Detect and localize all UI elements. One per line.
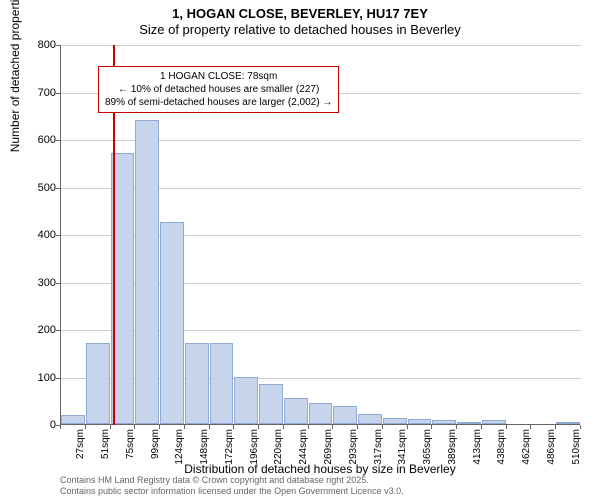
ytick-label: 0 (16, 419, 56, 431)
ytick-mark (56, 140, 60, 141)
ytick-label: 700 (16, 87, 56, 99)
xtick-mark (209, 425, 210, 429)
histogram-bar (160, 222, 184, 424)
xtick-mark (580, 425, 581, 429)
xtick-label: 341sqm (397, 429, 408, 469)
xtick-label: 269sqm (323, 429, 334, 469)
xtick-mark (382, 425, 383, 429)
ytick-mark (56, 188, 60, 189)
gridline (61, 45, 581, 46)
ytick-label: 600 (16, 134, 56, 146)
ytick-mark (56, 45, 60, 46)
xtick-mark (283, 425, 284, 429)
xtick-label: 413sqm (472, 429, 483, 469)
histogram-bar (457, 422, 481, 424)
xtick-mark (85, 425, 86, 429)
ytick-mark (56, 235, 60, 236)
xtick-mark (110, 425, 111, 429)
histogram-bar (234, 377, 258, 425)
xtick-mark (332, 425, 333, 429)
xtick-mark (506, 425, 507, 429)
xtick-mark (555, 425, 556, 429)
xtick-label: 244sqm (298, 429, 309, 469)
xtick-mark (481, 425, 482, 429)
ytick-mark (56, 330, 60, 331)
xtick-label: 75sqm (125, 429, 136, 469)
annotation-line1: 1 HOGAN CLOSE: 78sqm (105, 70, 332, 83)
histogram-bar (309, 403, 333, 424)
chart-subtitle: Size of property relative to detached ho… (0, 22, 600, 37)
xtick-label: 462sqm (521, 429, 532, 469)
histogram-bar (259, 384, 283, 424)
xtick-mark (134, 425, 135, 429)
xtick-label: 172sqm (224, 429, 235, 469)
ytick-label: 300 (16, 277, 56, 289)
xtick-mark (184, 425, 185, 429)
xtick-label: 317sqm (373, 429, 384, 469)
histogram-bar (135, 120, 159, 424)
xtick-label: 293sqm (348, 429, 359, 469)
ytick-mark (56, 283, 60, 284)
xtick-mark (233, 425, 234, 429)
histogram-bar (185, 343, 209, 424)
y-axis-label: Number of detached properties (8, 0, 22, 152)
ytick-label: 500 (16, 182, 56, 194)
xtick-mark (407, 425, 408, 429)
xtick-mark (456, 425, 457, 429)
chart-title: 1, HOGAN CLOSE, BEVERLEY, HU17 7EY (0, 6, 600, 21)
xtick-label: 196sqm (249, 429, 260, 469)
xtick-mark (308, 425, 309, 429)
histogram-bar (333, 406, 357, 424)
xtick-label: 148sqm (199, 429, 210, 469)
xtick-mark (60, 425, 61, 429)
histogram-bar (86, 343, 110, 424)
ytick-label: 800 (16, 39, 56, 51)
annotation-box: 1 HOGAN CLOSE: 78sqm ← 10% of detached h… (98, 66, 339, 113)
copyright-line1: Contains HM Land Registry data © Crown c… (60, 475, 404, 486)
xtick-label: 220sqm (273, 429, 284, 469)
histogram-bar (61, 415, 85, 425)
histogram-bar (210, 343, 234, 424)
xtick-label: 99sqm (150, 429, 161, 469)
histogram-bar (284, 398, 308, 424)
xtick-mark (258, 425, 259, 429)
ytick-label: 200 (16, 324, 56, 336)
histogram-bar (432, 420, 456, 424)
xtick-mark (357, 425, 358, 429)
ytick-label: 400 (16, 229, 56, 241)
xtick-label: 438sqm (496, 429, 507, 469)
xtick-mark (530, 425, 531, 429)
annotation-line2: ← 10% of detached houses are smaller (22… (105, 83, 332, 96)
copyright-line2: Contains public sector information licen… (60, 486, 404, 497)
ytick-mark (56, 378, 60, 379)
copyright: Contains HM Land Registry data © Crown c… (60, 475, 404, 497)
xtick-label: 51sqm (100, 429, 111, 469)
xtick-label: 510sqm (571, 429, 582, 469)
histogram-bar (358, 414, 382, 424)
ytick-label: 100 (16, 372, 56, 384)
chart-container: 1, HOGAN CLOSE, BEVERLEY, HU17 7EY Size … (0, 0, 600, 500)
annotation-line3: 89% of semi-detached houses are larger (… (105, 96, 332, 109)
xtick-label: 124sqm (174, 429, 185, 469)
xtick-mark (431, 425, 432, 429)
xtick-label: 389sqm (447, 429, 458, 469)
histogram-bar (482, 420, 506, 424)
histogram-bar (408, 419, 432, 424)
xtick-label: 486sqm (546, 429, 557, 469)
xtick-label: 365sqm (422, 429, 433, 469)
xtick-mark (159, 425, 160, 429)
xtick-label: 27sqm (75, 429, 86, 469)
ytick-mark (56, 93, 60, 94)
histogram-bar (383, 418, 407, 424)
histogram-bar (556, 422, 580, 424)
